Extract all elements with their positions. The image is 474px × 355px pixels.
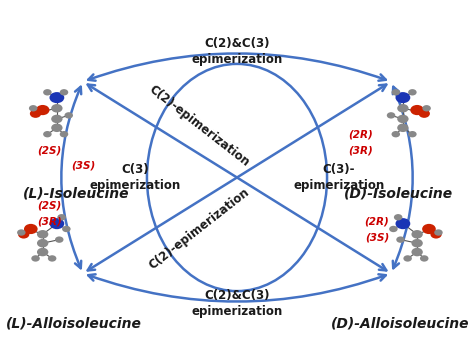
Text: (3S): (3S) <box>71 160 95 170</box>
Circle shape <box>392 89 400 95</box>
Text: (2R): (2R) <box>348 130 373 140</box>
Text: C(2)&C(3)
epimerization: C(2)&C(3) epimerization <box>191 37 283 66</box>
Circle shape <box>392 131 400 137</box>
Circle shape <box>31 255 40 262</box>
Circle shape <box>62 226 71 232</box>
Text: C(3)
epimerization: C(3) epimerization <box>90 163 181 192</box>
Text: (D)-Alloisoleucine: (D)-Alloisoleucine <box>331 316 470 330</box>
Text: C(2)-epimerization: C(2)-epimerization <box>146 186 252 272</box>
Circle shape <box>397 115 409 123</box>
Circle shape <box>55 236 64 243</box>
Circle shape <box>64 112 73 119</box>
Text: C(2)&C(3)
epimerization: C(2)&C(3) epimerization <box>191 289 283 318</box>
Circle shape <box>397 124 409 132</box>
Text: (L)-Alloisoleucine: (L)-Alloisoleucine <box>6 316 141 330</box>
Circle shape <box>37 248 48 256</box>
Circle shape <box>396 236 405 243</box>
Circle shape <box>49 218 64 229</box>
Text: (3R): (3R) <box>37 217 62 227</box>
Circle shape <box>57 214 66 220</box>
Circle shape <box>43 89 52 95</box>
Circle shape <box>394 214 402 220</box>
Circle shape <box>17 229 26 236</box>
Circle shape <box>389 226 398 232</box>
Circle shape <box>411 239 423 247</box>
Circle shape <box>37 230 48 239</box>
Circle shape <box>51 124 63 132</box>
Circle shape <box>434 229 443 236</box>
Circle shape <box>51 115 63 123</box>
Text: (L)-Isoleucine: (L)-Isoleucine <box>23 186 129 201</box>
Text: (2R): (2R) <box>365 217 389 227</box>
Circle shape <box>411 248 423 256</box>
Circle shape <box>395 92 410 103</box>
Circle shape <box>48 255 56 262</box>
Text: (3R): (3R) <box>348 146 373 156</box>
Circle shape <box>397 104 409 113</box>
Circle shape <box>60 131 68 137</box>
Circle shape <box>419 109 430 118</box>
Circle shape <box>37 239 48 247</box>
Circle shape <box>420 255 428 262</box>
Circle shape <box>36 105 49 115</box>
Text: (D)-Isoleucine: (D)-Isoleucine <box>344 186 453 201</box>
Circle shape <box>60 89 68 95</box>
Text: (2S): (2S) <box>37 201 62 211</box>
Circle shape <box>395 218 410 229</box>
Text: (3S): (3S) <box>365 233 389 243</box>
Circle shape <box>30 109 41 118</box>
Circle shape <box>422 105 431 111</box>
Circle shape <box>408 89 417 95</box>
Circle shape <box>408 131 417 137</box>
Circle shape <box>410 105 424 115</box>
Circle shape <box>51 104 63 113</box>
Circle shape <box>29 105 37 111</box>
Text: C(3)-
epimerization: C(3)- epimerization <box>293 163 384 192</box>
Text: (2S): (2S) <box>37 146 62 156</box>
Circle shape <box>387 112 395 119</box>
Text: C(2)-epimerization: C(2)-epimerization <box>146 83 252 169</box>
Circle shape <box>422 224 436 234</box>
Circle shape <box>411 230 423 239</box>
Circle shape <box>403 255 412 262</box>
Circle shape <box>43 131 52 137</box>
Circle shape <box>49 92 64 103</box>
Circle shape <box>24 224 37 234</box>
Circle shape <box>18 230 29 239</box>
Circle shape <box>430 230 442 239</box>
